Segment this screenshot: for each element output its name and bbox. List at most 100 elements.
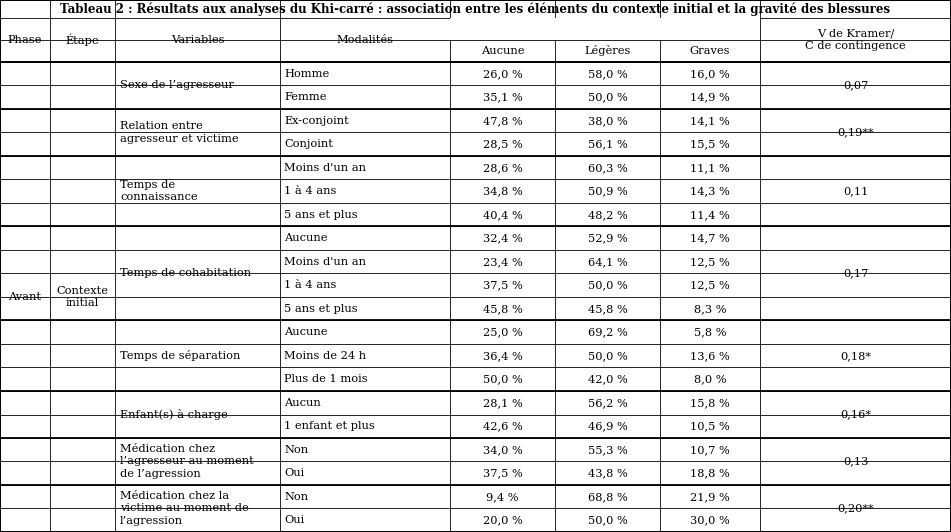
Text: 18,8 %: 18,8 % — [690, 468, 729, 478]
Text: 50,0 %: 50,0 % — [588, 92, 628, 102]
Text: 45,8 %: 45,8 % — [588, 304, 628, 314]
Text: Non: Non — [284, 445, 308, 455]
Text: Relation entre
agresseur et victime: Relation entre agresseur et victime — [120, 121, 239, 144]
Text: 64,1 %: 64,1 % — [588, 257, 628, 267]
Text: 37,5 %: 37,5 % — [482, 468, 522, 478]
Text: 50,9 %: 50,9 % — [588, 186, 628, 196]
Text: Avant: Avant — [9, 292, 42, 302]
Text: 28,5 %: 28,5 % — [482, 139, 522, 149]
Text: Ex-conjoint: Ex-conjoint — [284, 116, 349, 126]
Text: 55,3 %: 55,3 % — [588, 445, 628, 455]
Text: Femme: Femme — [284, 92, 326, 102]
Text: Homme: Homme — [284, 69, 329, 79]
Text: 60,3 %: 60,3 % — [588, 163, 628, 173]
Text: V de Kramer/
C de contingence: V de Kramer/ C de contingence — [805, 29, 905, 51]
Text: 8,3 %: 8,3 % — [693, 304, 727, 314]
Text: 14,1 %: 14,1 % — [690, 116, 729, 126]
Text: 8,0 %: 8,0 % — [693, 374, 727, 384]
Text: 0,20**: 0,20** — [837, 503, 874, 513]
Text: 68,8 %: 68,8 % — [588, 492, 628, 502]
Text: 0,18*: 0,18* — [840, 351, 871, 361]
Text: Temps de
connaissance: Temps de connaissance — [120, 180, 198, 203]
Text: 42,0 %: 42,0 % — [588, 374, 628, 384]
Text: Tableau 2 : Résultats aux analyses du Khi-carré : association entre les éléments: Tableau 2 : Résultats aux analyses du Kh… — [61, 2, 890, 16]
Text: 56,1 %: 56,1 % — [588, 139, 628, 149]
Text: Moins de 24 h: Moins de 24 h — [284, 351, 366, 361]
Text: 45,8 %: 45,8 % — [482, 304, 522, 314]
Text: 21,9 %: 21,9 % — [690, 492, 729, 502]
Text: Modalités: Modalités — [337, 35, 394, 45]
Text: 20,0 %: 20,0 % — [482, 516, 522, 525]
Bar — [450, 18, 760, 40]
Text: Médication chez la
victime au moment de
l’agression: Médication chez la victime au moment de … — [120, 491, 249, 526]
Text: Aucune: Aucune — [481, 46, 524, 56]
Text: 58,0 %: 58,0 % — [588, 69, 628, 79]
Text: 0,07: 0,07 — [843, 80, 868, 90]
Text: Gravité des blessures subies par la victime: Gravité des blessures subies par la vict… — [481, 23, 729, 35]
Text: 36,4 %: 36,4 % — [482, 351, 522, 361]
Text: 30,0 %: 30,0 % — [690, 516, 729, 525]
Text: 14,9 %: 14,9 % — [690, 92, 729, 102]
Text: 1 à 4 ans: 1 à 4 ans — [284, 186, 337, 196]
Text: 14,3 %: 14,3 % — [690, 186, 729, 196]
Text: 35,1 %: 35,1 % — [482, 92, 522, 102]
Text: Sexe de l’agresseur: Sexe de l’agresseur — [120, 80, 234, 90]
Text: 43,8 %: 43,8 % — [588, 468, 628, 478]
Text: 69,2 %: 69,2 % — [588, 327, 628, 337]
Text: Non: Non — [284, 492, 308, 502]
Text: 42,6 %: 42,6 % — [482, 421, 522, 431]
Text: Étape: Étape — [66, 34, 99, 46]
Text: 5,8 %: 5,8 % — [693, 327, 727, 337]
Text: 50,0 %: 50,0 % — [588, 516, 628, 525]
Text: 26,0 %: 26,0 % — [482, 69, 522, 79]
Text: Moins d'un an: Moins d'un an — [284, 257, 366, 267]
Text: 46,9 %: 46,9 % — [588, 421, 628, 431]
Text: Aucune: Aucune — [284, 327, 327, 337]
Text: 11,4 %: 11,4 % — [690, 210, 729, 220]
Text: Temps de cohabitation: Temps de cohabitation — [120, 269, 251, 278]
Text: 37,5 %: 37,5 % — [482, 280, 522, 290]
Text: 50,0 %: 50,0 % — [482, 374, 522, 384]
Text: Légères: Légères — [584, 46, 631, 56]
Text: 50,0 %: 50,0 % — [588, 351, 628, 361]
Text: 50,0 %: 50,0 % — [588, 280, 628, 290]
Text: 12,5 %: 12,5 % — [690, 257, 729, 267]
Text: 15,8 %: 15,8 % — [690, 398, 729, 408]
Text: Conjoint: Conjoint — [284, 139, 333, 149]
Text: 34,0 %: 34,0 % — [482, 445, 522, 455]
Text: 16,0 %: 16,0 % — [690, 69, 729, 79]
Text: 5 ans et plus: 5 ans et plus — [284, 210, 358, 220]
Text: Gravité des blessures subies par la victime: Gravité des blessures subies par la vict… — [481, 23, 729, 35]
Text: Plus de 1 mois: Plus de 1 mois — [284, 374, 368, 384]
Text: Phase: Phase — [8, 35, 42, 45]
Text: 1 à 4 ans: 1 à 4 ans — [284, 280, 337, 290]
Text: 47,8 %: 47,8 % — [482, 116, 522, 126]
Text: Contexte
initial: Contexte initial — [56, 286, 108, 308]
Text: Médication chez
l’agresseur au moment
de l’agression: Médication chez l’agresseur au moment de… — [120, 444, 254, 479]
Text: 1 enfant et plus: 1 enfant et plus — [284, 421, 375, 431]
Text: 38,0 %: 38,0 % — [588, 116, 628, 126]
Text: Enfant(s) à charge: Enfant(s) à charge — [120, 409, 227, 420]
Text: 52,9 %: 52,9 % — [588, 233, 628, 243]
Text: 10,5 %: 10,5 % — [690, 421, 729, 431]
Text: 0,11: 0,11 — [843, 186, 868, 196]
Text: 0,17: 0,17 — [843, 269, 868, 278]
Text: 25,0 %: 25,0 % — [482, 327, 522, 337]
Text: Temps de séparation: Temps de séparation — [120, 350, 241, 361]
Text: Aucune: Aucune — [284, 233, 327, 243]
Text: 14,7 %: 14,7 % — [690, 233, 729, 243]
Text: Graves: Graves — [689, 46, 730, 56]
Text: 13,6 %: 13,6 % — [690, 351, 729, 361]
Text: 10,7 %: 10,7 % — [690, 445, 729, 455]
Text: 0,19**: 0,19** — [837, 128, 874, 137]
Text: 48,2 %: 48,2 % — [588, 210, 628, 220]
Text: 9,4 %: 9,4 % — [486, 492, 518, 502]
Text: 11,1 %: 11,1 % — [690, 163, 729, 173]
Text: 34,8 %: 34,8 % — [482, 186, 522, 196]
Text: 0,16*: 0,16* — [840, 410, 871, 420]
Text: 23,4 %: 23,4 % — [482, 257, 522, 267]
Text: Moins d'un an: Moins d'un an — [284, 163, 366, 173]
Text: 12,5 %: 12,5 % — [690, 280, 729, 290]
Text: Oui: Oui — [284, 516, 304, 525]
Text: Variables: Variables — [171, 35, 224, 45]
